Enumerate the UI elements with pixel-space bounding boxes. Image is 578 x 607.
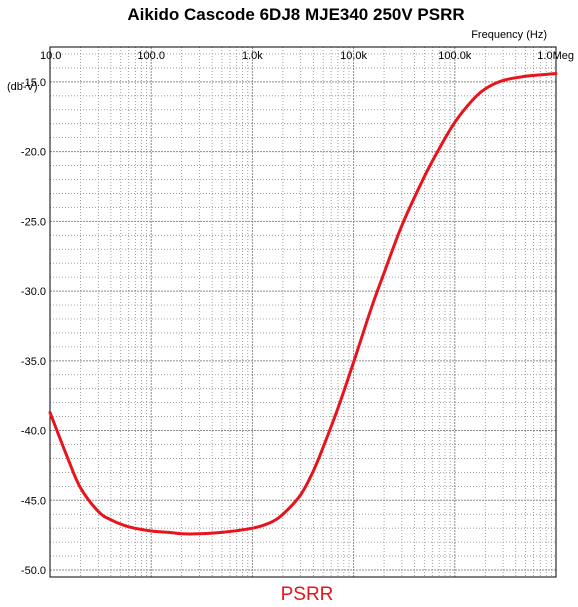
y-axis-label: (db-V)	[7, 81, 38, 93]
y-tick-label: -40.0	[21, 426, 46, 438]
y-tick-label: -25.0	[21, 216, 46, 228]
chart-title: Aikido Cascode 6DJ8 MJE340 250V PSRR	[127, 5, 464, 24]
y-tick-label: -50.0	[21, 565, 46, 577]
y-tick-label: -20.0	[21, 147, 46, 159]
y-tick-labels: -15.0 -20.0 -25.0 -30.0 -35.0 -40.0 -45.0 -50.0	[21, 77, 46, 577]
grid	[49, 47, 556, 577]
y-tick-label: -30.0	[21, 286, 46, 298]
x-tick-label: 1.0k	[242, 50, 263, 62]
y-tick-label: -15.0	[21, 77, 46, 89]
y-tick-label: -35.0	[21, 356, 46, 368]
x-tick-label: 100.0	[137, 50, 165, 62]
series-layer	[48, 72, 558, 536]
series-line-psrr	[48, 72, 558, 536]
plot-frame	[49, 46, 557, 578]
x-tick-label: 10.0k	[340, 50, 367, 62]
legend-psrr: PSRR	[281, 584, 334, 605]
x-axis-label: Frequency (Hz)	[471, 29, 547, 41]
x-tick-label: 10.0	[40, 50, 61, 62]
x-tick-label: 100.0k	[438, 50, 472, 62]
y-tick-label: -45.0	[21, 495, 46, 507]
